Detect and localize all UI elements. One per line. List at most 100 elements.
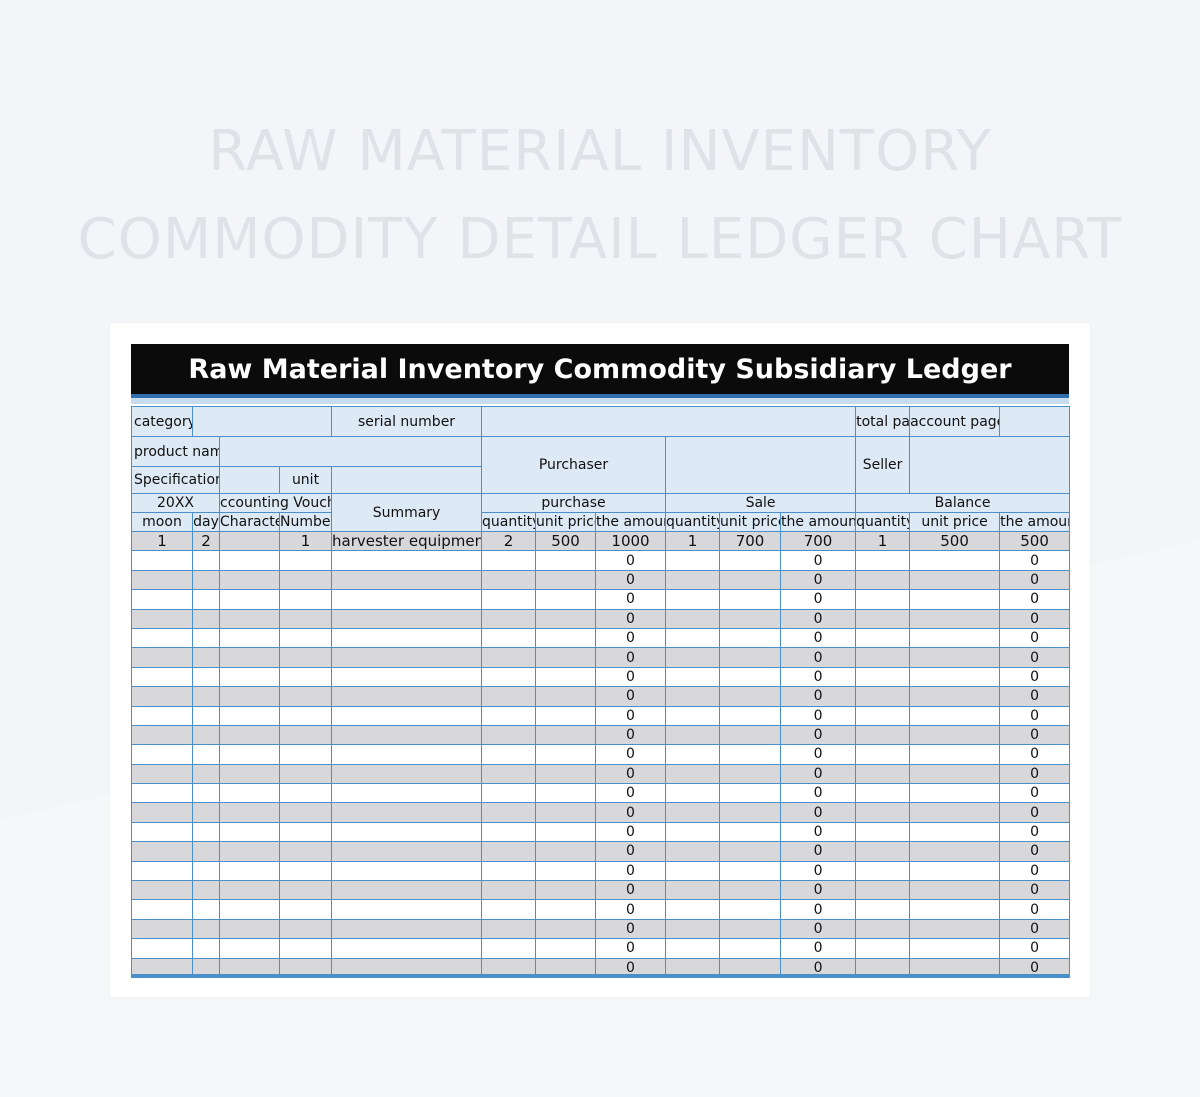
sale-unit-price-cell[interactable] [719, 744, 782, 765]
balance-amount-cell[interactable]: 0 [999, 686, 1071, 707]
sale-quantity-cell[interactable] [665, 569, 721, 591]
sale-unit-price-cell[interactable] [719, 938, 782, 959]
character-cell[interactable] [219, 763, 280, 785]
balance-quantity-cell[interactable] [855, 686, 911, 707]
balance-unit-price-cell[interactable] [909, 763, 1001, 785]
sale-unit-price-cell[interactable] [719, 802, 782, 823]
day-cell[interactable]: 2 [192, 530, 220, 552]
balance-quantity-cell[interactable] [855, 880, 911, 901]
moon-cell[interactable] [131, 647, 193, 668]
sale-unit-price-cell[interactable] [719, 841, 782, 862]
day-cell[interactable] [192, 724, 220, 746]
sale-amount-cell[interactable]: 0 [780, 550, 857, 571]
character-cell[interactable] [219, 880, 280, 901]
purchase-amount-cell[interactable]: 0 [595, 880, 667, 901]
sale-quantity-cell[interactable] [665, 841, 721, 862]
number-cell[interactable] [278, 918, 333, 940]
day-cell[interactable] [192, 880, 220, 901]
purchase-quantity-cell[interactable] [481, 783, 537, 804]
unit-value[interactable] [331, 466, 483, 494]
balance-quantity-cell[interactable] [855, 666, 911, 688]
balance-unit-price-cell[interactable]: 500 [909, 530, 1001, 552]
character-cell[interactable] [219, 705, 280, 726]
balance-unit-price-cell[interactable] [909, 938, 1001, 959]
balance-quantity-cell[interactable] [855, 763, 911, 785]
day-cell[interactable] [192, 589, 220, 610]
sale-quantity-cell[interactable] [665, 957, 721, 978]
purchase-amount-cell[interactable]: 0 [595, 705, 667, 726]
balance-amount-cell[interactable]: 0 [999, 938, 1071, 959]
balance-amount-cell[interactable]: 0 [999, 918, 1071, 940]
purchase-amount-cell[interactable]: 0 [595, 899, 667, 920]
product-name-value[interactable] [218, 436, 483, 467]
balance-quantity-cell[interactable] [855, 783, 911, 804]
purchase-unit-price-cell[interactable] [535, 821, 597, 843]
moon-cell[interactable] [131, 608, 193, 629]
balance-amount-cell[interactable]: 0 [999, 899, 1071, 920]
sale-quantity-cell[interactable] [665, 880, 721, 901]
character-cell[interactable] [219, 608, 280, 629]
sale-unit-price-cell[interactable] [719, 550, 782, 571]
sale-quantity-cell[interactable] [665, 666, 721, 688]
moon-cell[interactable] [131, 724, 193, 746]
purchase-quantity-cell[interactable] [481, 608, 537, 629]
number-cell[interactable] [278, 860, 333, 882]
balance-unit-price-cell[interactable] [909, 724, 1001, 746]
sale-quantity-cell[interactable] [665, 647, 721, 668]
purchase-amount-cell[interactable]: 0 [595, 627, 667, 649]
summary-cell[interactable] [331, 860, 483, 882]
summary-cell[interactable] [331, 802, 483, 823]
purchase-amount-cell[interactable]: 0 [595, 860, 667, 882]
balance-amount-cell[interactable]: 0 [999, 724, 1071, 746]
balance-amount-cell[interactable]: 0 [999, 880, 1071, 901]
balance-amount-cell[interactable]: 0 [999, 860, 1071, 882]
account-page-value[interactable] [999, 406, 1071, 437]
purchase-unit-price-cell[interactable] [535, 647, 597, 668]
sale-unit-price-cell[interactable] [719, 880, 782, 901]
category-value[interactable] [191, 406, 333, 437]
sale-unit-price-cell[interactable] [719, 589, 782, 610]
purchase-quantity-cell[interactable] [481, 880, 537, 901]
balance-quantity-cell[interactable] [855, 899, 911, 920]
sale-amount-cell[interactable]: 0 [780, 589, 857, 610]
purchase-quantity-cell[interactable] [481, 918, 537, 940]
character-cell[interactable] [219, 802, 280, 823]
balance-unit-price-cell[interactable] [909, 841, 1001, 862]
number-cell[interactable] [278, 841, 333, 862]
purchase-quantity-cell[interactable] [481, 627, 537, 649]
sale-quantity-cell[interactable] [665, 608, 721, 629]
sale-quantity-cell[interactable] [665, 802, 721, 823]
moon-cell[interactable] [131, 938, 193, 959]
summary-cell[interactable] [331, 705, 483, 726]
sale-amount-cell[interactable]: 0 [780, 647, 857, 668]
purchase-unit-price-cell[interactable] [535, 957, 597, 978]
purchase-quantity-cell[interactable] [481, 647, 537, 668]
number-cell[interactable] [278, 938, 333, 959]
sale-quantity-cell[interactable] [665, 860, 721, 882]
balance-amount-cell[interactable]: 0 [999, 666, 1071, 688]
moon-cell[interactable] [131, 763, 193, 785]
sale-amount-cell[interactable]: 0 [780, 821, 857, 843]
sale-unit-price-cell[interactable] [719, 705, 782, 726]
purchase-unit-price-cell[interactable] [535, 724, 597, 746]
number-cell[interactable] [278, 550, 333, 571]
moon-cell[interactable] [131, 841, 193, 862]
sale-amount-cell[interactable]: 0 [780, 744, 857, 765]
character-cell[interactable] [219, 821, 280, 843]
character-cell[interactable] [219, 841, 280, 862]
sale-quantity-cell[interactable] [665, 938, 721, 959]
purchase-amount-cell[interactable]: 0 [595, 724, 667, 746]
day-cell[interactable] [192, 686, 220, 707]
day-cell[interactable] [192, 938, 220, 959]
purchase-amount-cell[interactable]: 0 [595, 841, 667, 862]
day-cell[interactable] [192, 569, 220, 591]
balance-quantity-cell[interactable] [855, 569, 911, 591]
sale-unit-price-cell[interactable] [719, 647, 782, 668]
sale-unit-price-cell[interactable] [719, 724, 782, 746]
character-cell[interactable] [219, 530, 280, 552]
sale-amount-cell[interactable]: 0 [780, 763, 857, 785]
sale-quantity-cell[interactable] [665, 550, 721, 571]
purchase-quantity-cell[interactable] [481, 841, 537, 862]
day-cell[interactable] [192, 608, 220, 629]
summary-cell[interactable] [331, 647, 483, 668]
